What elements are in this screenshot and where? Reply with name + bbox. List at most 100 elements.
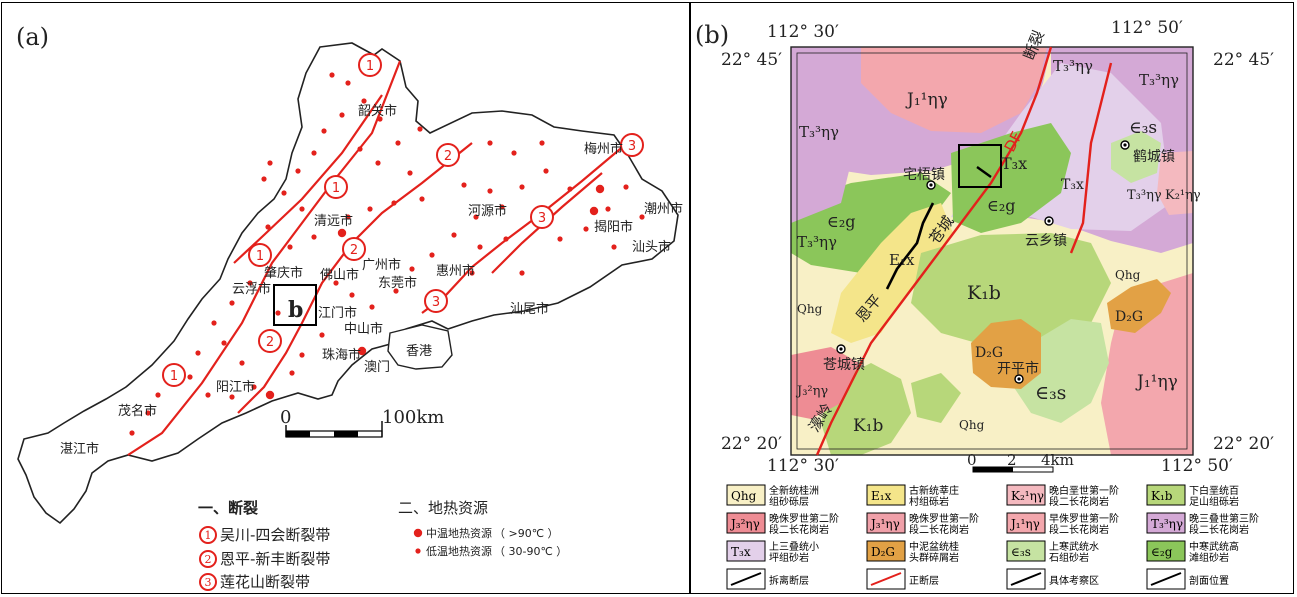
svg-text:揭阳市: 揭阳市 [594, 219, 633, 235]
svg-text:T₃³ηγ: T₃³ηγ [1139, 71, 1179, 89]
section-line [976, 166, 992, 178]
panel-a-regional-map: (a) 1 1 1 1 2 2 2 3 3 3 [1, 2, 690, 594]
legend-desc: 坪组砂岩 [769, 551, 809, 564]
legend-swatch [726, 512, 766, 534]
legend-desc: 中寒武统高 [1189, 540, 1239, 553]
panel-b-label: (b) [695, 21, 729, 49]
svg-text:河源市: 河源市 [468, 203, 507, 219]
svg-text:1: 1 [366, 59, 374, 74]
town-markers-dots [839, 143, 1127, 381]
legend-symbol [870, 572, 902, 586]
svg-text:100km: 100km [382, 407, 444, 428]
map-frame [790, 46, 1194, 456]
legend-swatch [866, 540, 906, 562]
city-labels: 韶关市 梅州市 清远市 河源市 揭阳市 潮州市 汕头市 肇庆市 广州市 佛山市 … [60, 103, 683, 457]
mid-temp-geothermal-dots [265, 184, 605, 400]
guangdong-outline [17, 42, 679, 525]
svg-text:2: 2 [205, 553, 212, 566]
geologic-units [791, 47, 1193, 455]
svg-text:Qhg: Qhg [1115, 268, 1141, 282]
svg-text:K₁b: K₁b [967, 282, 1001, 304]
svg-text:苍城镇: 苍城镇 [823, 357, 865, 373]
svg-text:清远市: 清远市 [314, 213, 353, 229]
hongkong-outline [387, 324, 453, 370]
legend-desc: 段二长花岗岩 [1189, 523, 1249, 536]
legend-desc: 下白垩统百 [1189, 484, 1239, 497]
svg-text:中山市: 中山市 [344, 321, 383, 337]
svg-text:∈₂g: ∈₂g [827, 212, 856, 231]
svg-text:汕头市: 汕头市 [632, 239, 671, 255]
legend-code: J₃²ηγ [729, 517, 760, 531]
inset-box-label: b [288, 297, 303, 323]
town-labels: 宅梧镇 云乡镇 鹤城镇 苍城镇 开平市 [823, 149, 1175, 377]
svg-text:广州市: 广州市 [362, 257, 401, 273]
svg-text:（ >90℃ ）: （ >90℃ ） [494, 527, 559, 540]
fault-number-labels: 1 1 1 1 2 2 2 3 3 3 [170, 59, 636, 384]
legend-item: 正断层 [866, 568, 939, 590]
svg-text:香港: 香港 [406, 344, 432, 359]
legend-swatch [1006, 484, 1046, 506]
legend-swatch [1146, 540, 1186, 562]
svg-text:2: 2 [266, 335, 274, 350]
svg-text:J₁¹ηγ: J₁¹ηγ [905, 90, 948, 110]
legend-code: T₃³ηγ [1151, 517, 1183, 531]
svg-text:鹤城镇: 鹤城镇 [1133, 149, 1175, 165]
svg-text:22° 20′: 22° 20′ [721, 434, 782, 454]
svg-text:J₁¹ηγ: J₁¹ηγ [1135, 372, 1178, 392]
legend-swatch [1146, 484, 1186, 506]
svg-text:J₃²ηγ: J₃²ηγ [795, 384, 828, 399]
legend-desc: 晚三叠世第三阶 [1189, 512, 1259, 525]
fault-number-markers [162, 53, 644, 387]
legend-desc: 拆离断层 [769, 574, 809, 587]
legend-swatch [1006, 540, 1046, 562]
svg-text:1: 1 [256, 249, 264, 264]
svg-text:2: 2 [350, 243, 358, 258]
legend-desc: 段二长花岗岩 [769, 523, 829, 536]
svg-text:∈₃s: ∈₃s [1129, 118, 1157, 138]
legend-code: J₃¹ηγ [869, 517, 900, 531]
svg-text:∈₃s: ∈₃s [1035, 382, 1066, 404]
legend-swatch [726, 540, 766, 562]
svg-text:惠州市: 惠州市 [436, 263, 475, 279]
legend-code: D₂G [871, 545, 895, 559]
legend-swatch [726, 484, 766, 506]
svg-text:茂名市: 茂名市 [118, 403, 157, 419]
svg-text:潮州市: 潮州市 [644, 201, 683, 217]
svg-text:K₂¹ηγ: K₂¹ηγ [1165, 188, 1201, 203]
faults-b [815, 46, 1113, 456]
svg-text:二、地热资源: 二、地热资源 [398, 499, 488, 517]
svg-text:梅州市: 梅州市 [584, 141, 623, 157]
legend-desc: 滩组砂岩 [1189, 551, 1229, 564]
svg-text:22° 45′: 22° 45′ [1213, 50, 1274, 70]
legend-desc: 段二长花岗岩 [909, 523, 969, 536]
svg-text:4km: 4km [1041, 451, 1074, 469]
legend-desc: 中泥盆统桂 [909, 540, 959, 553]
geologic-map-svg: (b) [695, 18, 1274, 590]
legend-code: T₃x [731, 545, 751, 559]
svg-text:低温地热资源: 低温地热资源 [426, 544, 492, 558]
svg-text:江门市: 江门市 [318, 305, 357, 321]
svg-text:0: 0 [967, 451, 977, 469]
svg-text:莲花山断裂带: 莲花山断裂带 [220, 573, 310, 591]
legend-swatch [866, 484, 906, 506]
legend-code: K₂¹ηγ [1011, 489, 1044, 503]
legend-code: ∈₃s [1011, 545, 1031, 559]
legend-desc: 晚侏罗世第一阶 [909, 512, 979, 525]
svg-text:T₃³ηγ: T₃³ηγ [1127, 188, 1162, 203]
svg-text:112° 30′: 112° 30′ [767, 22, 839, 42]
svg-text:（ 30-90℃ ）: （ 30-90℃ ） [494, 545, 567, 558]
svg-text:T₃³ηγ: T₃³ηγ [799, 123, 839, 141]
legend-desc: 晚白垩世第一阶 [1049, 484, 1119, 497]
unit-labels: J₁¹ηγ T₃³ηγ T₃³ηγ T₃³ηγ T₃³ηγ T₃³ηγ ∈₃s … [795, 57, 1201, 436]
svg-text:一、断裂: 一、断裂 [198, 499, 258, 517]
legend-item: 拆离断层 [726, 568, 809, 590]
panel-b-geologic-map: (b) [690, 2, 1294, 594]
legend-code: ∈₂g [1151, 545, 1173, 559]
